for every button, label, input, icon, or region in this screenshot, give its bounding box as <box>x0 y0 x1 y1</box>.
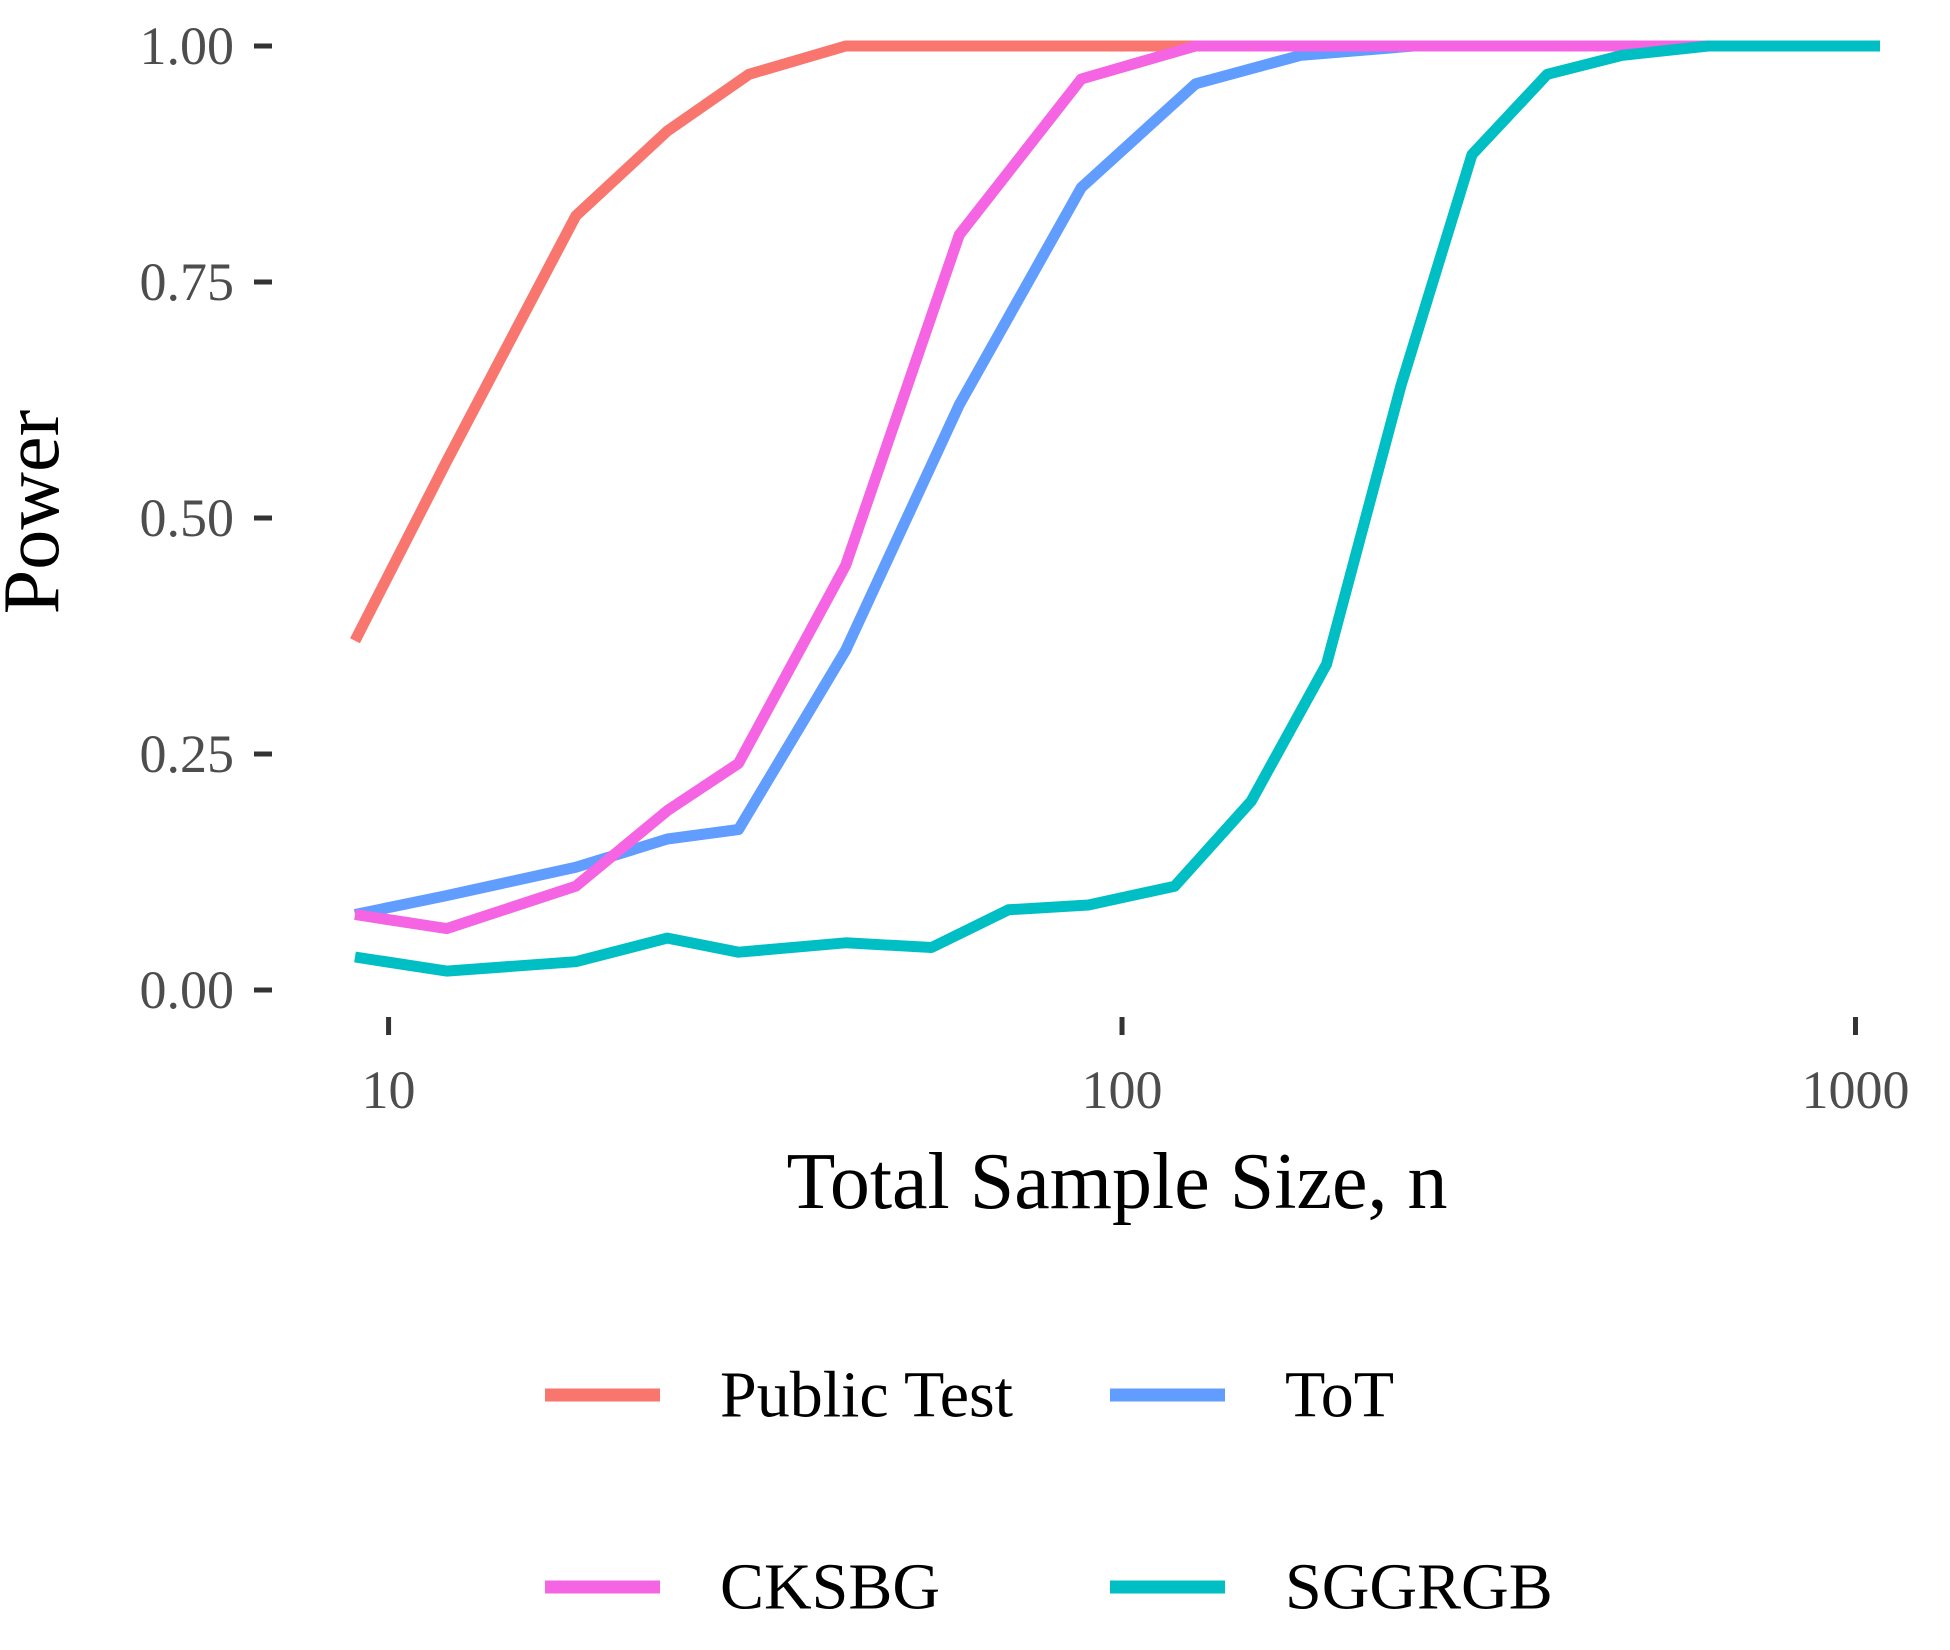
y-axis: 0.00 0.25 0.50 0.75 1.00 <box>140 16 272 1020</box>
x-tick-label: 100 <box>1082 1060 1163 1120</box>
x-tick-label: 1000 <box>1801 1060 1909 1120</box>
series-line-sggrgb <box>354 40 1880 977</box>
y-axis-title: Power <box>0 410 76 614</box>
legend-label: ToT <box>1285 1359 1394 1432</box>
x-tick-label: 10 <box>362 1060 416 1120</box>
legend-item: CKSBG <box>545 1551 940 1624</box>
y-tick-label: 0.75 <box>140 252 235 312</box>
y-tick-label: 1.00 <box>140 16 235 76</box>
series-line-tot <box>353 40 1880 920</box>
y-tick-label: 0.00 <box>140 960 235 1020</box>
legend-label: CKSBG <box>720 1551 940 1624</box>
legend-item: ToT <box>1110 1359 1394 1432</box>
legend-item: SGGRGB <box>1110 1551 1553 1624</box>
plot-lines <box>350 40 1880 977</box>
series-line-cksbg <box>354 40 1880 935</box>
y-tick-label: 0.50 <box>140 488 235 548</box>
y-tick-label: 0.25 <box>140 724 235 784</box>
legend-item: Public Test <box>545 1359 1013 1432</box>
x-axis-title: Total Sample Size, n <box>787 1138 1448 1226</box>
legend-label: SGGRGB <box>1285 1551 1553 1624</box>
series-line-public-test <box>350 40 1880 644</box>
x-axis: 10 100 1000 <box>362 1017 1909 1120</box>
legend: Public Test ToT CKSBG SGGRGB <box>545 1359 1553 1624</box>
legend-label: Public Test <box>720 1359 1013 1432</box>
